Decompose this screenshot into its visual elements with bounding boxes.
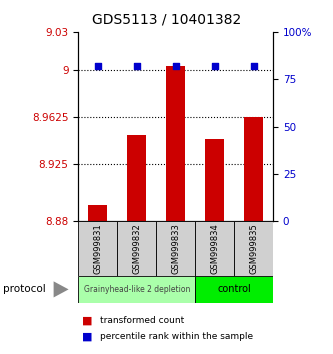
Text: Grainyhead-like 2 depletion: Grainyhead-like 2 depletion (84, 285, 190, 294)
Polygon shape (54, 281, 69, 297)
Text: GSM999832: GSM999832 (132, 223, 141, 274)
Point (134, 63, 140, 69)
Point (212, 63, 217, 69)
Text: ■: ■ (82, 315, 92, 325)
FancyBboxPatch shape (156, 221, 195, 276)
Text: transformed count: transformed count (100, 316, 184, 325)
Point (173, 63, 178, 69)
Text: control: control (217, 284, 251, 295)
FancyBboxPatch shape (195, 276, 273, 303)
Text: percentile rank within the sample: percentile rank within the sample (100, 332, 253, 341)
Text: GSM999835: GSM999835 (249, 223, 258, 274)
Text: protocol: protocol (3, 284, 46, 295)
Text: GSM999833: GSM999833 (171, 223, 180, 274)
Bar (166, 66, 185, 221)
Bar (88, 205, 108, 221)
FancyBboxPatch shape (117, 221, 156, 276)
Bar (205, 139, 224, 221)
Text: GDS5113 / 10401382: GDS5113 / 10401382 (92, 12, 241, 27)
FancyBboxPatch shape (195, 221, 234, 276)
Text: ■: ■ (82, 331, 92, 341)
Bar (244, 117, 263, 221)
Bar (127, 135, 147, 221)
Text: GSM999834: GSM999834 (210, 223, 219, 274)
FancyBboxPatch shape (234, 221, 273, 276)
Point (251, 63, 256, 69)
Point (95, 63, 101, 69)
Text: GSM999831: GSM999831 (93, 223, 102, 274)
FancyBboxPatch shape (78, 221, 117, 276)
FancyBboxPatch shape (78, 276, 195, 303)
